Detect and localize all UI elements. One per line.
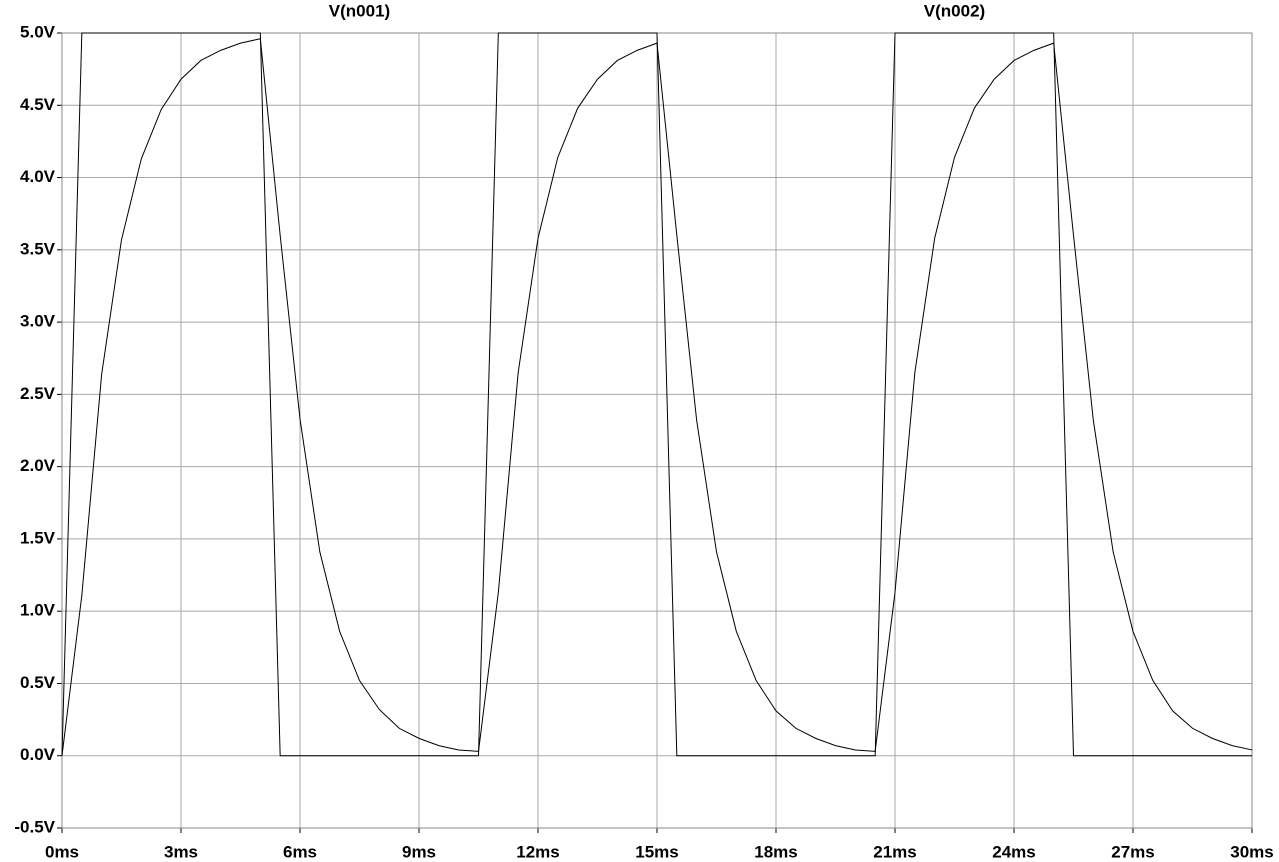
legend-entry: V(n002)	[924, 1, 985, 20]
x-tick-label: 12ms	[516, 842, 559, 861]
x-tick-label: 24ms	[992, 842, 1035, 861]
x-tick-label: 18ms	[754, 842, 797, 861]
x-tick-label: 15ms	[635, 842, 678, 861]
y-tick-label: 2.0V	[20, 456, 56, 475]
y-tick-label: 0.0V	[20, 745, 56, 764]
y-tick-label: -0.5V	[14, 817, 55, 836]
y-tick-label: 2.5V	[20, 384, 56, 403]
x-tick-label: 0ms	[45, 842, 79, 861]
series-line	[61, 32, 1252, 757]
x-tick-label: 21ms	[873, 842, 916, 861]
x-tick-label: 9ms	[402, 842, 436, 861]
series-line	[61, 38, 1253, 756]
y-tick-label: 3.0V	[20, 312, 56, 331]
x-tick-label: 27ms	[1111, 842, 1154, 861]
y-tick-label: 0.5V	[20, 673, 56, 692]
legend-entry: V(n001)	[329, 1, 390, 20]
y-tick-label: 3.5V	[20, 239, 56, 258]
y-tick-label: 4.5V	[20, 95, 56, 114]
y-tick-label: 5.0V	[20, 22, 56, 41]
y-tick-label: 1.5V	[20, 528, 56, 547]
x-tick-label: 6ms	[283, 842, 317, 861]
x-tick-label: 30ms	[1230, 842, 1273, 861]
x-tick-label: 3ms	[164, 842, 198, 861]
y-tick-label: 4.0V	[20, 167, 56, 186]
y-tick-label: 1.0V	[20, 601, 56, 620]
